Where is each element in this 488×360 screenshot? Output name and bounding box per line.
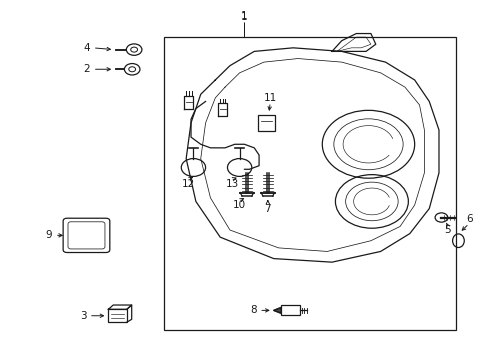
- Text: 1: 1: [241, 11, 247, 21]
- Text: 8: 8: [249, 305, 256, 315]
- Text: 2: 2: [83, 64, 90, 74]
- Text: 4: 4: [83, 43, 90, 53]
- Text: 12: 12: [182, 179, 195, 189]
- Bar: [257, 115, 275, 131]
- Text: 9: 9: [46, 230, 52, 240]
- Text: 5: 5: [444, 225, 450, 235]
- Text: 6: 6: [465, 214, 471, 224]
- Text: 11: 11: [263, 93, 276, 103]
- Bar: [164, 37, 455, 330]
- Text: 10: 10: [233, 200, 245, 210]
- Text: 7: 7: [264, 203, 271, 213]
- Polygon shape: [273, 307, 281, 313]
- Text: 1: 1: [241, 13, 247, 22]
- Bar: [108, 309, 126, 322]
- Text: 13: 13: [225, 179, 239, 189]
- Bar: [281, 305, 300, 315]
- Text: 3: 3: [80, 311, 86, 321]
